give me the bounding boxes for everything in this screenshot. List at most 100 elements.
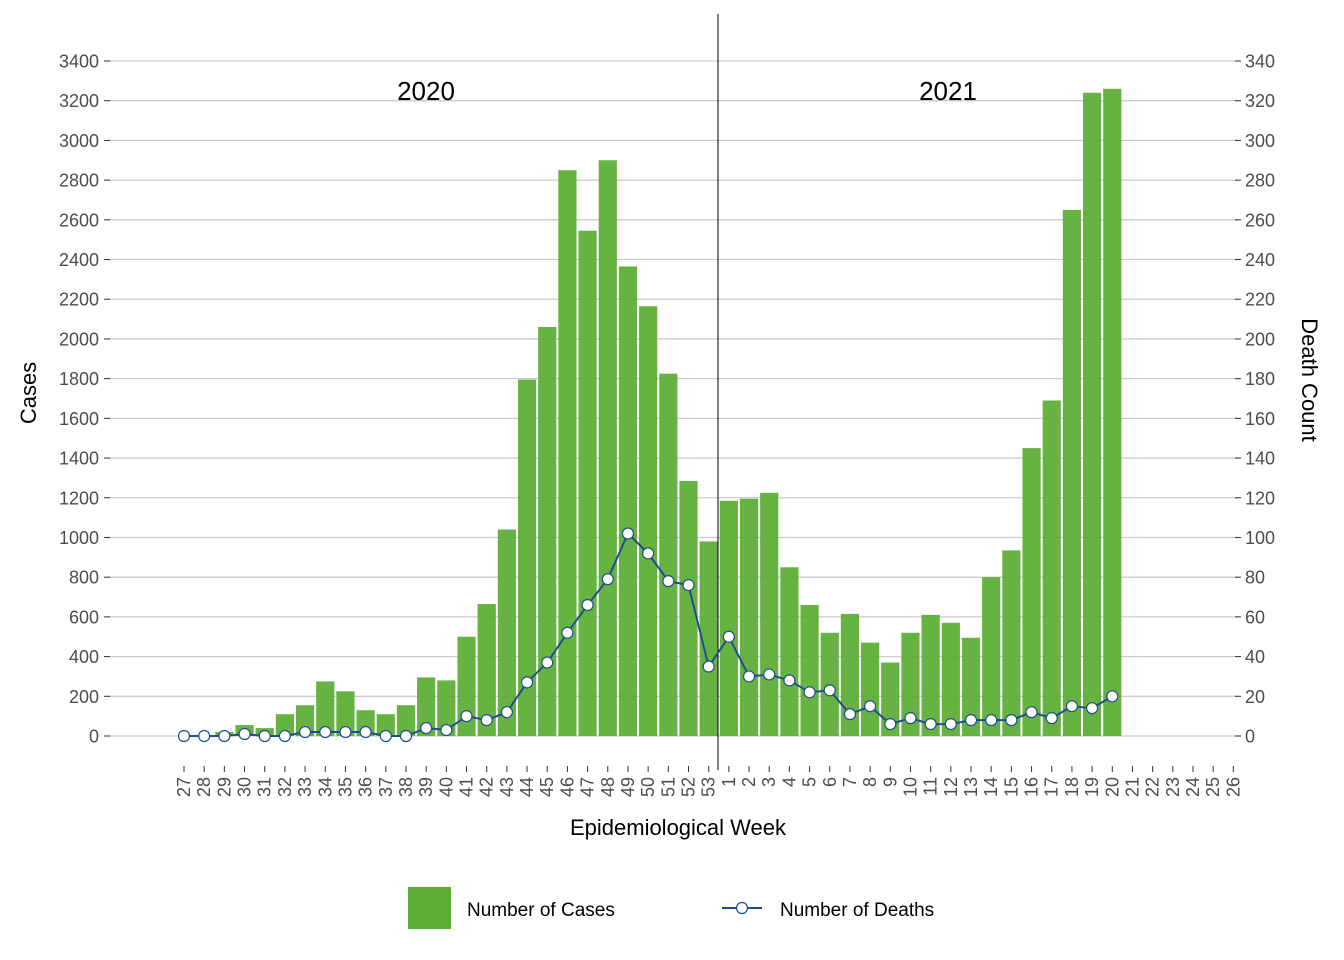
death-point [440, 723, 453, 737]
y-tick-label: 1000 [59, 528, 99, 548]
x-tick-label: 27 [174, 777, 194, 797]
y2-tick-label: 300 [1245, 131, 1275, 151]
death-point [359, 725, 372, 739]
x-tick-label: 33 [295, 777, 315, 797]
x-tick-label: 28 [194, 777, 214, 797]
x-tick-label: 38 [396, 777, 416, 797]
death-point [399, 729, 413, 743]
case-bar [598, 160, 617, 736]
y-tick-label: 2600 [59, 210, 99, 230]
x-tick-label: 15 [1001, 777, 1021, 797]
death-point [803, 686, 816, 699]
death-point [218, 729, 231, 743]
x-tick-label: 26 [1223, 777, 1243, 797]
x-tick-label: 5 [800, 777, 820, 787]
y2-tick-label: 240 [1245, 250, 1275, 270]
death-point [460, 710, 473, 723]
y-tick-label: 200 [69, 687, 99, 707]
x-tick-label: 6 [820, 777, 840, 787]
x-tick-label: 9 [880, 777, 900, 787]
case-bar [477, 603, 496, 736]
death-point [884, 717, 897, 731]
y2-tick-label: 200 [1245, 329, 1275, 349]
death-point [924, 717, 937, 731]
x-tick-label: 30 [235, 777, 255, 797]
death-point [823, 684, 836, 697]
x-axis: 27 28 29 30 31 32 33 34 35 36 37 38 39 40 41 42 43 44 45 46… [174, 766, 1243, 797]
right-axis: 0 20 40 60 80 100 120 140 160 180 200 220 240 260 280 3… [1235, 52, 1275, 747]
x-tick-label: 13 [961, 777, 981, 797]
case-bar [901, 632, 920, 736]
death-point [1065, 700, 1079, 713]
x-tick-label: 23 [1163, 777, 1183, 797]
death-point [642, 547, 655, 560]
case-bar [840, 613, 860, 736]
x-tick-label: 12 [941, 777, 961, 797]
x-tick-label: 41 [457, 777, 477, 797]
case-bar [618, 266, 638, 736]
case-bar [437, 680, 456, 736]
x-tick-label: 19 [1082, 777, 1102, 797]
y2-tick-label: 260 [1245, 210, 1275, 230]
y-tick-label: 800 [69, 568, 99, 588]
death-point [1045, 712, 1058, 725]
case-bar [941, 622, 960, 736]
case-bar [760, 492, 779, 736]
case-bar [719, 500, 738, 736]
case-bar [1083, 92, 1102, 736]
death-point [722, 630, 735, 643]
y2-tick-label: 320 [1245, 91, 1275, 111]
case-bar [275, 714, 294, 736]
case-bars [195, 88, 1122, 737]
death-point [1106, 690, 1119, 703]
x-tick-label: 11 [921, 777, 941, 796]
y-tick-label: 2400 [59, 250, 99, 270]
death-point [520, 676, 534, 689]
x-tick-label: 4 [779, 777, 799, 787]
death-point [904, 712, 917, 725]
y-tick-label: 2200 [59, 290, 99, 310]
death-point [1025, 706, 1038, 719]
case-bar [659, 373, 678, 736]
case-bar [780, 567, 799, 736]
case-bar [417, 677, 436, 736]
case-bar [961, 637, 981, 736]
y2-tick-label: 120 [1245, 488, 1275, 508]
x-tick-label: 44 [517, 777, 537, 797]
x-tick-label: 35 [335, 777, 355, 797]
x-tick-label: 1 [719, 777, 739, 787]
x-tick-label: 17 [1042, 777, 1062, 797]
death-point [1085, 702, 1099, 715]
x-tick-label: 42 [477, 777, 497, 797]
x-tick-label: 52 [679, 777, 699, 797]
y2-tick-label: 100 [1245, 528, 1275, 548]
case-bar [639, 306, 658, 736]
y-tick-label: 0 [89, 727, 99, 747]
death-point [763, 668, 776, 681]
y-tick-label: 400 [69, 647, 99, 667]
x-tick-label: 25 [1203, 777, 1223, 797]
y2-tick-label: 140 [1245, 449, 1275, 469]
death-point [339, 725, 352, 739]
x-tick-label: 29 [214, 777, 234, 797]
x-tick-label: 21 [1122, 777, 1142, 797]
y-tick-label: 3200 [59, 91, 99, 111]
death-point [500, 706, 513, 719]
case-bar [699, 541, 718, 736]
year-label-2021: 2021 [919, 76, 977, 106]
case-bar [538, 327, 557, 736]
x-tick-label: 53 [699, 777, 719, 797]
x-tick-label: 31 [255, 777, 275, 797]
x-axis-title: Epidemiological Week [570, 815, 787, 840]
y2-tick-label: 20 [1245, 687, 1265, 707]
death-point [420, 721, 433, 735]
case-bar [1042, 400, 1061, 736]
case-bar [376, 714, 395, 736]
death-point [864, 700, 877, 713]
x-tick-label: 45 [537, 777, 557, 797]
case-bar [336, 691, 355, 736]
y-tick-label: 1200 [59, 488, 99, 508]
x-tick-label: 51 [658, 777, 678, 797]
grid-lines [108, 60, 1238, 737]
